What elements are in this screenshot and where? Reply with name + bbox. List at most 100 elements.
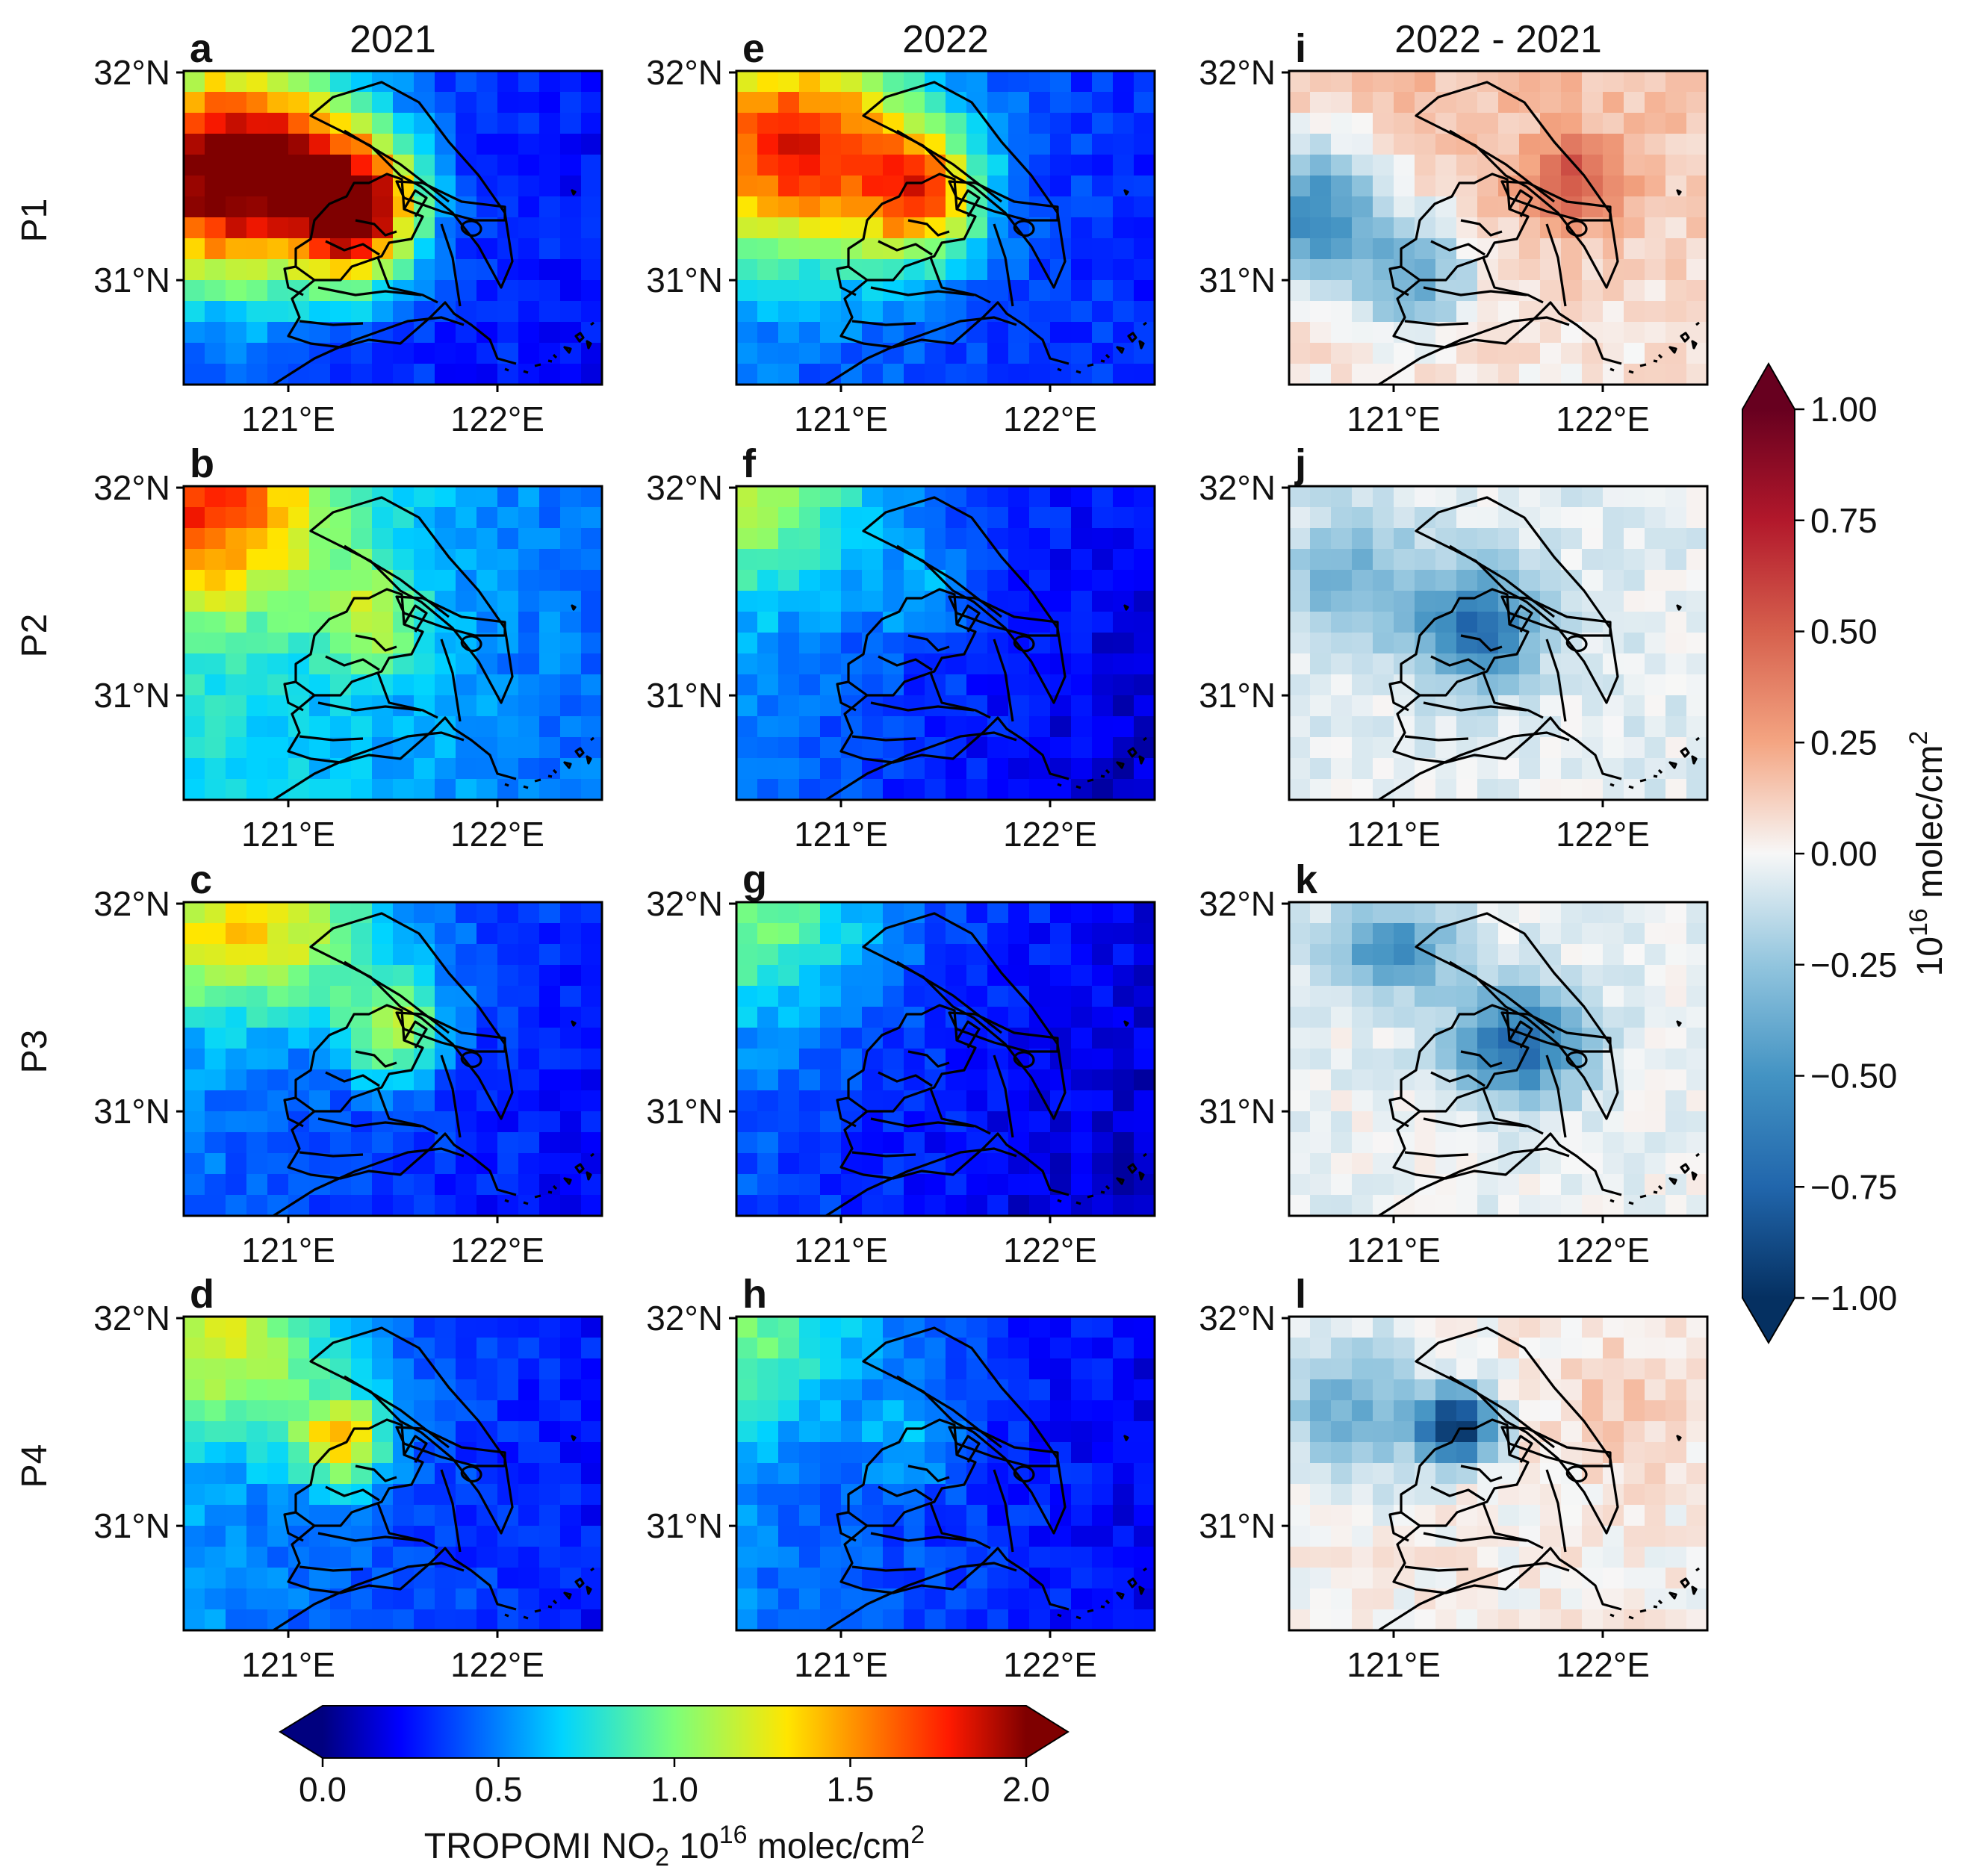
grid-cell xyxy=(1373,653,1394,675)
grid-cell xyxy=(1008,570,1030,591)
grid-cell xyxy=(246,923,268,945)
grid-cell xyxy=(1645,653,1666,675)
grid-cell xyxy=(1519,1379,1541,1401)
grid-cell xyxy=(841,1028,863,1049)
grid-cell xyxy=(205,1421,226,1443)
grid-cell xyxy=(184,1421,205,1443)
grid-cell xyxy=(1050,1338,1072,1359)
grid-cell xyxy=(288,1588,310,1610)
grid-cell xyxy=(925,92,946,114)
grid-cell xyxy=(1008,1174,1030,1196)
grid-cell xyxy=(1645,113,1666,134)
grid-cell xyxy=(1008,176,1030,197)
grid-cell xyxy=(799,653,821,675)
grid-cell xyxy=(435,113,456,134)
grid-cell xyxy=(736,1379,758,1401)
grid-cell xyxy=(309,134,331,155)
grid-cell xyxy=(1050,238,1072,260)
grid-cell xyxy=(1134,1588,1155,1610)
grid-cell xyxy=(1498,301,1520,323)
grid-cell xyxy=(1624,986,1645,1007)
grid-cell xyxy=(267,923,289,945)
grid-cell xyxy=(560,633,582,654)
grid-cell xyxy=(476,1526,498,1547)
grid-cell xyxy=(184,1111,205,1133)
grid-cell xyxy=(246,343,268,364)
grid-cell xyxy=(581,1505,603,1526)
grid-cell xyxy=(820,1174,842,1196)
grid-cell xyxy=(539,238,561,260)
grid-cell xyxy=(205,71,226,93)
grid-cell xyxy=(497,737,519,759)
grid-cell xyxy=(1645,1028,1666,1049)
grid-cell xyxy=(518,301,540,323)
grid-cell xyxy=(226,1547,247,1568)
grid-cell xyxy=(820,986,842,1007)
grid-cell xyxy=(1435,986,1457,1007)
grid-cell xyxy=(309,986,331,1007)
grid-cell xyxy=(1415,1317,1436,1338)
grid-cell xyxy=(1624,1111,1645,1133)
grid-cell xyxy=(987,944,1009,966)
grid-cell xyxy=(330,1317,352,1338)
grid-cell xyxy=(946,1195,967,1217)
grid-cell xyxy=(1310,113,1332,134)
grid-cell xyxy=(1289,1358,1311,1380)
grid-cell xyxy=(1456,196,1478,218)
grid-cell xyxy=(778,965,800,987)
grid-cell xyxy=(518,322,540,344)
grid-cell xyxy=(1008,737,1030,759)
grid-cell xyxy=(1477,944,1499,966)
grid-cell xyxy=(1665,944,1687,966)
grid-cell xyxy=(205,1132,226,1154)
grid-cell xyxy=(987,737,1009,759)
grid-cell xyxy=(1498,1049,1520,1070)
grid-cell xyxy=(1310,737,1332,759)
grid-cell xyxy=(414,1090,435,1112)
grid-cell xyxy=(1113,944,1134,966)
grid-cell xyxy=(1540,1609,1562,1631)
lat-tick-label: 31°N xyxy=(93,1092,170,1131)
grid-cell xyxy=(1071,944,1093,966)
grid-cell xyxy=(1435,486,1457,508)
grid-cell xyxy=(1008,1379,1030,1401)
grid-cell xyxy=(904,92,925,114)
grid-cell xyxy=(539,507,561,529)
grid-cell xyxy=(1394,1049,1415,1070)
no2-colorbar-label: TROPOMI NO2 1016 molec/cm2 xyxy=(424,1821,925,1872)
grid-cell xyxy=(226,633,247,654)
grid-cell xyxy=(820,653,842,675)
grid-cell xyxy=(1092,486,1114,508)
grid-cell xyxy=(1050,716,1072,738)
grid-cell xyxy=(226,965,247,987)
grid-cell xyxy=(1665,1442,1687,1464)
grid-cell xyxy=(372,364,394,385)
grid-cell xyxy=(1603,155,1624,176)
grid-cell xyxy=(226,737,247,759)
grid-cell xyxy=(456,1421,477,1443)
grid-cell xyxy=(799,486,821,508)
grid-cell xyxy=(1686,528,1708,550)
grid-cell xyxy=(883,1195,904,1217)
row-label-P4: P4 xyxy=(15,1444,55,1488)
grid-cell xyxy=(757,1463,779,1485)
grid-cell xyxy=(539,1442,561,1464)
grid-cell xyxy=(1498,71,1520,93)
grid-cell xyxy=(1331,1379,1353,1401)
grid-cell xyxy=(560,176,582,197)
grid-cell xyxy=(1092,301,1114,323)
grid-cell xyxy=(476,1358,498,1380)
grid-cell xyxy=(1331,113,1353,134)
grid-cell xyxy=(1373,1049,1394,1070)
grid-cell xyxy=(904,528,925,550)
panel-frame xyxy=(1288,901,1709,1217)
grid-cell xyxy=(1686,1442,1708,1464)
grid-cell xyxy=(1113,176,1134,197)
grid-cell xyxy=(414,758,435,780)
grid-cell xyxy=(1686,1028,1708,1049)
grid-cell xyxy=(1092,923,1114,945)
grid-cell xyxy=(778,923,800,945)
grid-cell xyxy=(1603,1547,1624,1568)
grid-cell xyxy=(393,1609,415,1631)
grid-cell xyxy=(518,549,540,571)
